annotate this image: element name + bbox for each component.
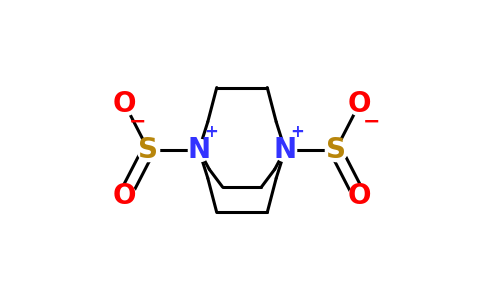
- Text: S: S: [138, 136, 158, 164]
- Text: N: N: [187, 136, 211, 164]
- Text: S: S: [326, 136, 346, 164]
- Text: +: +: [291, 123, 304, 141]
- Text: O: O: [113, 90, 136, 118]
- Text: −: −: [128, 111, 146, 131]
- Text: O: O: [348, 182, 371, 210]
- Text: O: O: [113, 182, 136, 210]
- Text: O: O: [348, 90, 371, 118]
- Text: +: +: [204, 123, 218, 141]
- Text: N: N: [273, 136, 297, 164]
- Text: −: −: [363, 111, 380, 131]
